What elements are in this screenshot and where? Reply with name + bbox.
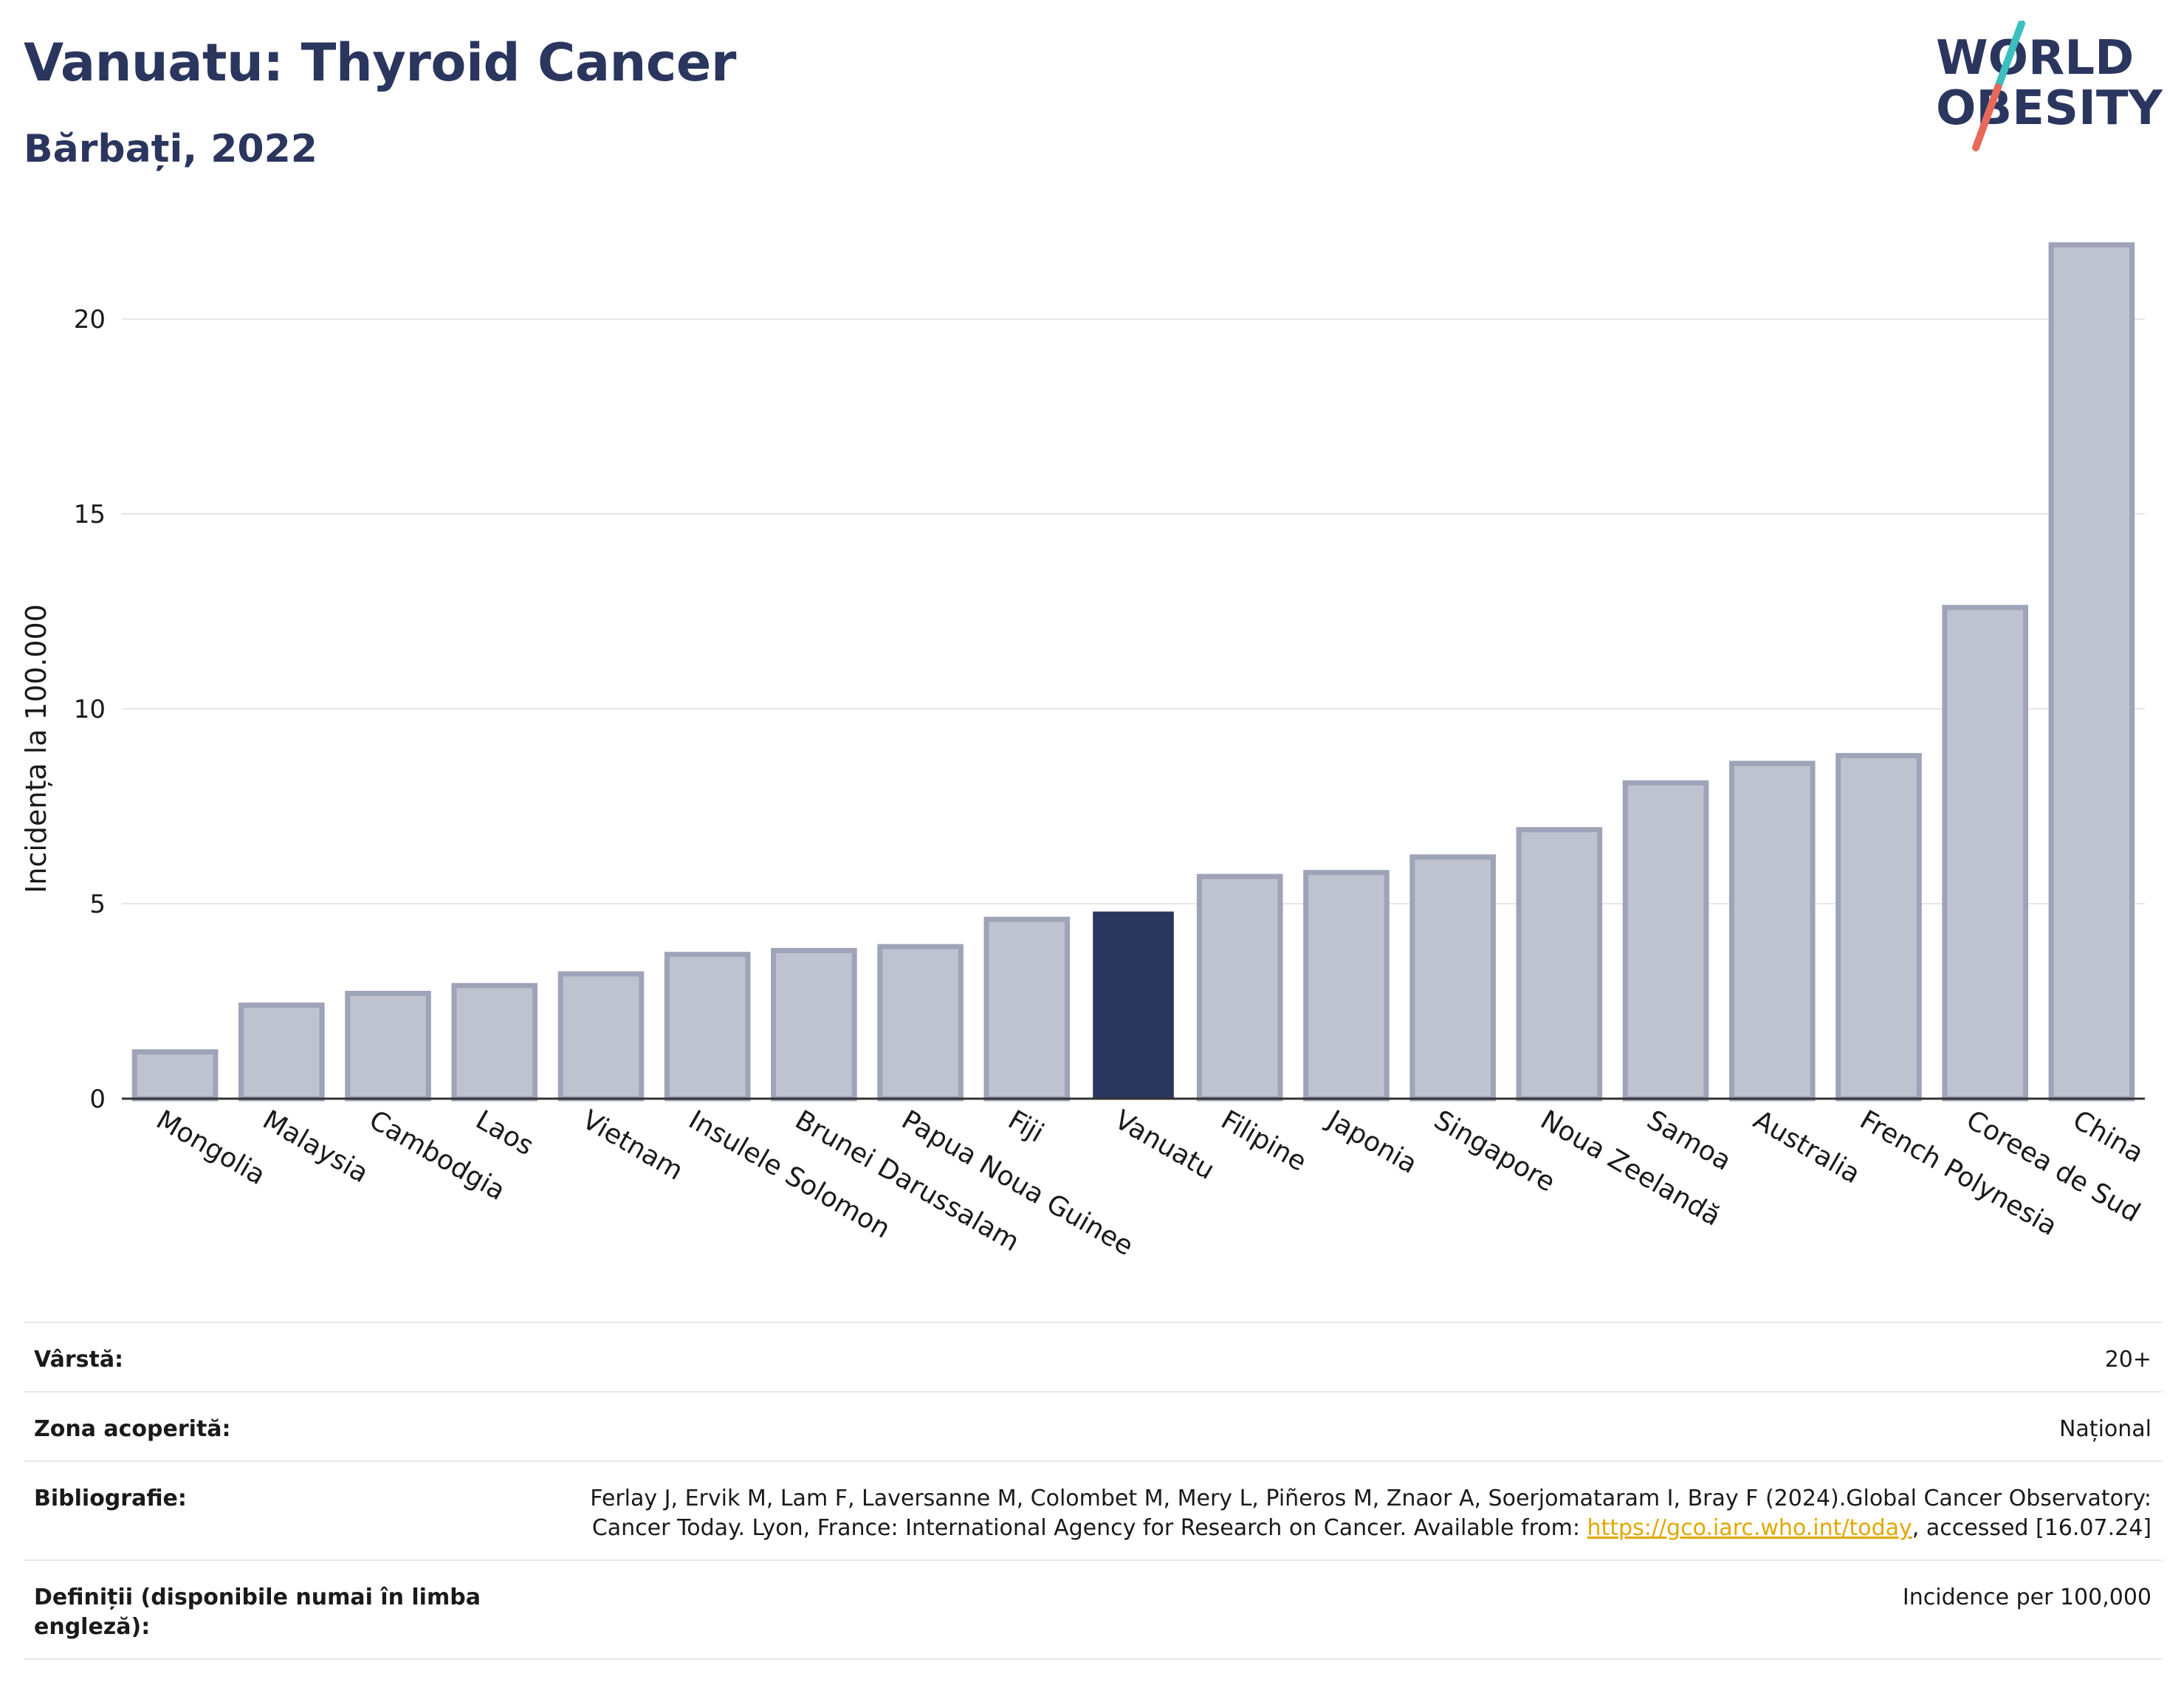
- info-row-age: Vârstă: 20+: [24, 1322, 2162, 1392]
- source-link[interactable]: https://gco.iarc.who.int/today: [1587, 1515, 1912, 1541]
- definitions-value: Incidence per 100,000: [1902, 1585, 2152, 1610]
- bar-mongolia[interactable]: [131, 1049, 219, 1102]
- bar-laos[interactable]: [451, 983, 538, 1102]
- bar-insulele-solomon[interactable]: [664, 952, 751, 1102]
- x-tick-label: Singapore: [1429, 1105, 1560, 1198]
- x-tick-label: Japonia: [1321, 1104, 1422, 1180]
- y-axis-label: Incidența la 100.000: [20, 604, 52, 893]
- chart-title: Vanuatu: Thyroid Cancer: [24, 32, 736, 93]
- logo-slash-coral: [1972, 83, 2002, 151]
- bar-china[interactable]: [2048, 242, 2135, 1102]
- y-tick-label: 20: [74, 305, 106, 334]
- y-tick-labels: 0 5 10 15 20: [74, 305, 106, 1114]
- x-tick-label: Fiji: [1003, 1105, 1048, 1149]
- coverage-label: Zona acoperită:: [34, 1416, 231, 1442]
- bibliography-label: Bibliografie:: [34, 1486, 187, 1511]
- bar-fiji[interactable]: [983, 916, 1071, 1102]
- bar-japonia[interactable]: [1303, 870, 1390, 1102]
- info-table: Vârstă: 20+ Zona acoperită: Național Bib…: [24, 1322, 2162, 1660]
- definitions-label: Definiții (disponibile numai în limba en…: [34, 1585, 481, 1640]
- chart-subtitle: Bărbați, 2022: [24, 127, 317, 171]
- bar-australia[interactable]: [1728, 761, 1816, 1102]
- y-tick-label: 0: [89, 1085, 106, 1114]
- x-tick-label: Filipine: [1216, 1105, 1312, 1177]
- info-row-coverage: Zona acoperită: Național: [24, 1392, 2162, 1461]
- x-tick-label: Australia: [1748, 1105, 1865, 1189]
- x-tick-label: French Polynesia: [1855, 1105, 2062, 1242]
- age-label: Vârstă:: [34, 1347, 124, 1373]
- bar-malaysia[interactable]: [238, 1002, 325, 1102]
- info-row-definitions: Definiții (disponibile numai în limba en…: [24, 1560, 2162, 1659]
- x-tick-label: Laos: [470, 1105, 538, 1161]
- x-tick-label: Vietnam: [577, 1105, 687, 1187]
- bar-singapore[interactable]: [1409, 854, 1496, 1102]
- bars: [131, 242, 2135, 1102]
- info-row-bibliography: Bibliografie: Ferlay J, Ervik M, Lam F, …: [24, 1461, 2162, 1560]
- x-tick-label: Vanuatu: [1110, 1105, 1220, 1186]
- bar-brunei-darussalam[interactable]: [771, 947, 857, 1102]
- y-tick-label: 10: [74, 695, 106, 724]
- world-obesity-logo: WORLD OBESITY: [1936, 21, 2163, 151]
- y-tick-label: 5: [89, 890, 106, 919]
- x-tick-label: Noua Zeelandă: [1535, 1105, 1725, 1232]
- bibliography-accessed: , accessed [16.07.24]: [1912, 1515, 2152, 1541]
- y-tick-label: 15: [74, 500, 106, 529]
- bar-vietnam[interactable]: [557, 971, 645, 1102]
- bibliography-text: Ferlay J, Ervik M, Lam F, Laversanne M, …: [590, 1486, 2152, 1541]
- bar-vanuatu[interactable]: [1093, 911, 1174, 1099]
- logo-text-world: WORLD: [1936, 31, 2134, 86]
- age-value: 20+: [2104, 1347, 2152, 1373]
- bar-samoa[interactable]: [1622, 780, 1709, 1102]
- bar-filipine[interactable]: [1196, 873, 1283, 1102]
- bar-coreea-de-sud[interactable]: [1942, 605, 2028, 1102]
- bar-noua-zeeland-[interactable]: [1516, 827, 1603, 1102]
- bar-cambodgia[interactable]: [345, 990, 431, 1102]
- logo-text-obesity: OBESITY: [1936, 81, 2163, 136]
- logo-slash-teal: [1994, 21, 2025, 91]
- x-tick-label: Mongolia: [151, 1105, 271, 1191]
- bar-papua-noua-guinee[interactable]: [877, 944, 964, 1102]
- x-tick-label: Insulele Solomon: [684, 1105, 896, 1244]
- x-tick-label: China: [2067, 1105, 2149, 1169]
- x-tick-label: Malaysia: [258, 1105, 374, 1189]
- coverage-value: Național: [2058, 1416, 2152, 1442]
- bibliography-value: Ferlay J, Ervik M, Lam F, Laversanne M, …: [502, 1461, 2162, 1560]
- bar-french-polynesia[interactable]: [1836, 752, 1922, 1102]
